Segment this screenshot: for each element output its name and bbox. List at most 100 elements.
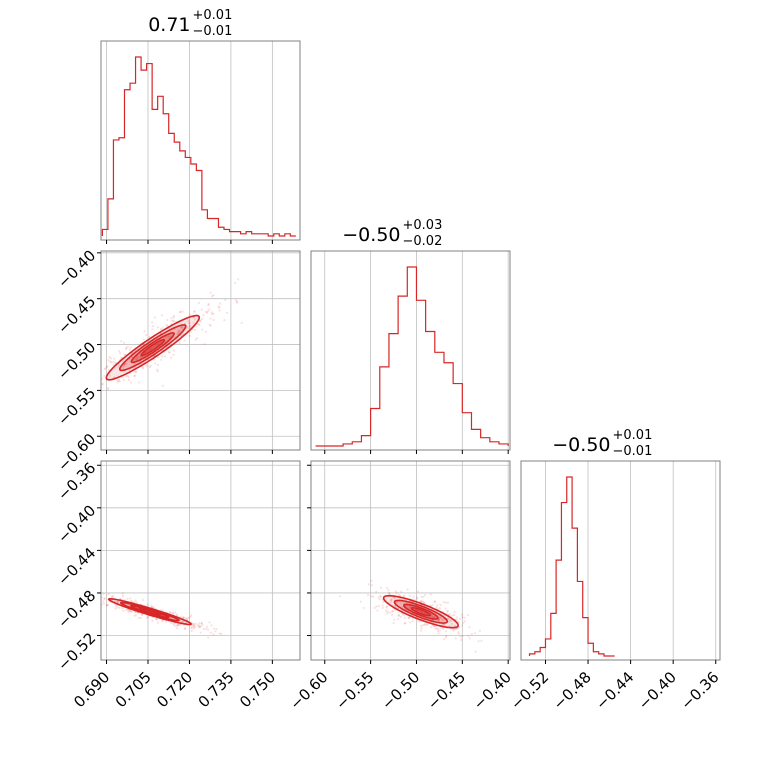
sample-point xyxy=(192,624,195,628)
sample-point xyxy=(203,343,206,346)
sample-point xyxy=(92,377,94,379)
sample-point xyxy=(135,601,139,604)
sample-point xyxy=(190,614,193,617)
sample-point xyxy=(101,377,104,380)
sample-point xyxy=(397,614,400,617)
sample-point xyxy=(107,592,110,596)
sample-point xyxy=(192,321,195,324)
sample-point xyxy=(450,622,454,625)
sample-point xyxy=(169,611,172,614)
sample-point xyxy=(208,308,211,311)
sample-point xyxy=(435,627,438,630)
sample-point xyxy=(147,616,150,619)
sample-point xyxy=(218,632,221,635)
sample-point xyxy=(156,621,159,624)
sample-point xyxy=(449,619,452,622)
sample-point xyxy=(201,328,204,331)
sample-point xyxy=(440,616,443,619)
sample-point xyxy=(437,619,440,623)
sample-point xyxy=(89,383,91,385)
sample-point xyxy=(183,627,186,630)
sample-point xyxy=(448,624,451,628)
sample-point xyxy=(411,617,414,620)
sample-point xyxy=(166,318,169,322)
sample-point xyxy=(444,607,447,610)
sample-point xyxy=(188,319,191,322)
sample-point xyxy=(449,619,453,623)
x-tick-label: −0.40 xyxy=(635,668,680,713)
sample-point xyxy=(408,621,411,624)
sample-point xyxy=(106,604,109,607)
sample-point xyxy=(379,586,383,589)
sample-point xyxy=(122,378,125,382)
sample-point xyxy=(438,607,442,610)
hist-title-lower-error: −0.01 xyxy=(613,444,653,459)
sample-point xyxy=(209,631,212,634)
sample-point xyxy=(118,378,121,381)
sample-point xyxy=(406,605,409,608)
sample-point xyxy=(389,611,392,614)
sample-point xyxy=(453,628,456,631)
sample-point xyxy=(172,319,175,322)
sample-point xyxy=(218,302,222,305)
sample-point xyxy=(105,604,108,607)
sample-point xyxy=(220,632,223,635)
sample-point xyxy=(388,592,391,595)
sample-point xyxy=(204,310,208,314)
sample-point xyxy=(180,620,183,623)
scatter-samples xyxy=(94,590,223,639)
sample-point xyxy=(217,305,220,308)
sample-point xyxy=(430,626,433,629)
sample-point xyxy=(375,605,378,608)
sample-point xyxy=(98,590,100,592)
hist-frame xyxy=(520,460,721,661)
sample-point xyxy=(188,334,191,338)
sample-point xyxy=(420,625,423,628)
hist-title-upper-error: +0.01 xyxy=(613,428,653,443)
sample-point xyxy=(377,596,380,599)
sample-point xyxy=(142,338,145,341)
sample-point xyxy=(212,627,216,630)
sample-point xyxy=(420,629,423,632)
sample-point xyxy=(102,600,105,603)
sample-point xyxy=(200,318,204,321)
sample-point xyxy=(102,592,105,595)
sample-point xyxy=(172,353,175,357)
sample-point xyxy=(392,622,395,625)
sample-point xyxy=(125,362,128,365)
sample-point xyxy=(181,620,184,623)
sample-point xyxy=(188,313,192,316)
sample-point xyxy=(140,613,144,616)
sample-point xyxy=(168,351,171,354)
sample-point xyxy=(468,637,471,640)
sample-point xyxy=(200,308,203,311)
sample-point xyxy=(110,361,113,364)
sample-point xyxy=(128,609,132,612)
sample-point xyxy=(408,616,411,619)
sample-point xyxy=(391,613,394,617)
sample-point xyxy=(180,326,183,329)
sample-point xyxy=(190,627,193,630)
sample-point xyxy=(442,600,445,604)
sample-point xyxy=(134,370,137,373)
sample-point xyxy=(121,607,124,610)
sample-point xyxy=(403,614,406,617)
x-tick-label: −0.48 xyxy=(550,668,595,713)
sample-point xyxy=(112,363,115,367)
scatter-panel-2 xyxy=(94,460,301,664)
sample-point xyxy=(169,330,172,333)
sample-point xyxy=(110,595,113,598)
sample-point xyxy=(457,631,460,634)
sample-point xyxy=(179,329,182,332)
sample-point xyxy=(398,594,402,597)
sample-point xyxy=(403,617,407,620)
sample-point xyxy=(94,590,96,592)
sample-point xyxy=(127,610,130,614)
sample-point xyxy=(122,375,125,379)
x-tick-label: −0.45 xyxy=(424,668,469,713)
sample-point xyxy=(178,329,181,332)
sample-point xyxy=(208,621,211,624)
sample-point xyxy=(197,322,200,326)
sample-point xyxy=(148,366,152,369)
